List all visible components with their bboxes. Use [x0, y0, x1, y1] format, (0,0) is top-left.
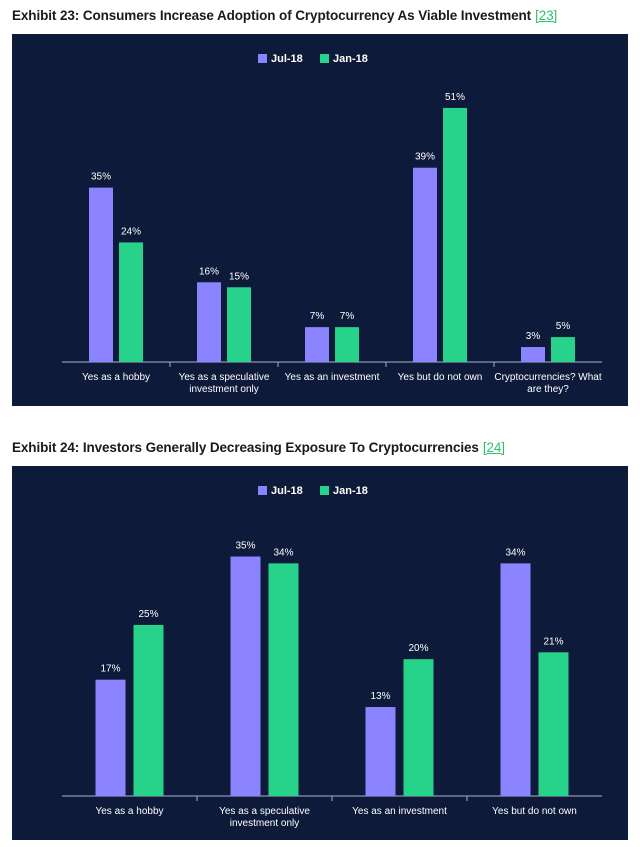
legend-swatch-jan-18 — [320, 54, 329, 63]
bar-jan-18-yes-but-do-not-own — [538, 652, 569, 796]
bar-jan-18-yes-as-a-hobby — [119, 242, 143, 362]
bar-jul-18-yes-as-a-hobby — [95, 679, 126, 796]
exhibit-23-chart-panel: Jul-18 Jan-18 35% 24% Yes as a hobby 16% 15% Ye… — [12, 34, 628, 406]
legend-swatch-jan-18 — [320, 486, 329, 495]
data-label-jul-18-yes-as-a-hobby: 17% — [100, 664, 120, 675]
exhibit-23-title: Exhibit 23: Consumers Increase Adoption … — [12, 8, 557, 23]
data-label-jan-18-yes-as-a-hobby: 24% — [121, 226, 141, 237]
category-label-cryptocurrencies-what-are-they: Cryptocurrencies? What are they? — [494, 372, 601, 395]
bar-jan-18-cryptocurrencies-what-are-they — [551, 337, 575, 362]
legend-label-jul-18: Jul-18 — [271, 485, 303, 497]
data-label-jan-18-yes-as-a-hobby: 25% — [138, 609, 158, 620]
category-label-yes-but-do-not-own: Yes but do not own — [492, 806, 577, 817]
legend: Jul-18 Jan-18 — [258, 53, 368, 65]
legend-swatch-jul-18 — [258, 486, 267, 495]
data-label-jul-18-yes-as-a-speculative-investment-only: 35% — [235, 541, 255, 552]
exhibit-24-title: Exhibit 24: Investors Generally Decreasi… — [12, 440, 505, 455]
bar-jul-18-yes-as-an-investment — [305, 327, 329, 362]
data-label-jan-18-yes-but-do-not-own: 21% — [543, 636, 563, 647]
exhibit-24-title-text: Exhibit 24: Investors Generally Decreasi… — [12, 440, 479, 455]
exhibit-23-title-text: Exhibit 23: Consumers Increase Adoption … — [12, 8, 532, 23]
legend-label-jan-18: Jan-18 — [333, 53, 368, 65]
exhibit-23-reference-link[interactable]: [23] — [535, 8, 558, 23]
legend-label-jan-18: Jan-18 — [333, 485, 368, 497]
category-label-yes-as-a-hobby: Yes as a hobby — [95, 806, 163, 817]
bar-jul-18-yes-as-an-investment — [365, 707, 396, 796]
bar-jul-18-yes-but-do-not-own — [500, 563, 531, 796]
bar-jul-18-yes-but-do-not-own — [413, 167, 437, 362]
data-label-jan-18-yes-but-do-not-own: 51% — [445, 92, 465, 103]
data-label-jul-18-yes-as-an-investment: 13% — [370, 691, 390, 702]
data-label-jan-18-yes-as-an-investment: 7% — [340, 311, 355, 322]
category-label-yes-as-an-investment: Yes as an investment — [352, 806, 447, 817]
data-label-jan-18-yes-as-a-speculative-investment-only: 34% — [273, 547, 293, 558]
data-label-jul-18-yes-but-do-not-own: 39% — [415, 152, 435, 163]
bar-jan-18-yes-as-an-investment — [403, 659, 434, 796]
bar-jan-18-yes-but-do-not-own — [443, 107, 467, 362]
data-label-jul-18-yes-as-a-hobby: 35% — [91, 172, 111, 183]
bar-jan-18-yes-as-a-speculative-investment-only — [268, 563, 299, 796]
bar-jan-18-yes-as-a-hobby — [133, 624, 164, 796]
exhibit-24-chart: Jul-18 Jan-18 17% 25% Yes as a hobby 35% 34% Ye… — [62, 485, 602, 829]
bar-jul-18-yes-as-a-speculative-investment-only — [230, 556, 261, 796]
category-label-yes-as-an-investment: Yes as an investment — [285, 372, 380, 383]
exhibit-23-chart: Jul-18 Jan-18 35% 24% Yes as a hobby 16% 15% Ye… — [62, 53, 602, 395]
exhibit-24-chart-panel: Jul-18 Jan-18 17% 25% Yes as a hobby 35% 34% Ye… — [12, 466, 628, 840]
data-label-jul-18-cryptocurrencies-what-are-they: 3% — [526, 331, 541, 342]
category-label-yes-as-a-speculative-investment-only: Yes as a speculative investment only — [179, 372, 270, 395]
bar-jan-18-yes-as-an-investment — [335, 327, 359, 362]
data-label-jan-18-yes-as-an-investment: 20% — [408, 643, 428, 654]
data-label-jul-18-yes-but-do-not-own: 34% — [505, 547, 525, 558]
data-label-jan-18-cryptocurrencies-what-are-they: 5% — [556, 321, 571, 332]
legend: Jul-18 Jan-18 — [258, 485, 368, 497]
data-label-jan-18-yes-as-a-speculative-investment-only: 15% — [229, 271, 249, 282]
exhibit-24-reference-link[interactable]: [24] — [482, 440, 505, 455]
bar-jan-18-yes-as-a-speculative-investment-only — [227, 287, 251, 362]
bar-jul-18-yes-as-a-speculative-investment-only — [197, 282, 221, 362]
bar-jul-18-yes-as-a-hobby — [89, 187, 113, 362]
data-label-jul-18-yes-as-an-investment: 7% — [310, 311, 325, 322]
category-label-yes-as-a-speculative-investment-only: Yes as a speculative investment only — [219, 806, 310, 829]
bar-jul-18-cryptocurrencies-what-are-they — [521, 347, 545, 362]
legend-label-jul-18: Jul-18 — [271, 53, 303, 65]
category-label-yes-but-do-not-own: Yes but do not own — [398, 372, 483, 383]
data-label-jul-18-yes-as-a-speculative-investment-only: 16% — [199, 266, 219, 277]
category-label-yes-as-a-hobby: Yes as a hobby — [82, 372, 150, 383]
legend-swatch-jul-18 — [258, 54, 267, 63]
